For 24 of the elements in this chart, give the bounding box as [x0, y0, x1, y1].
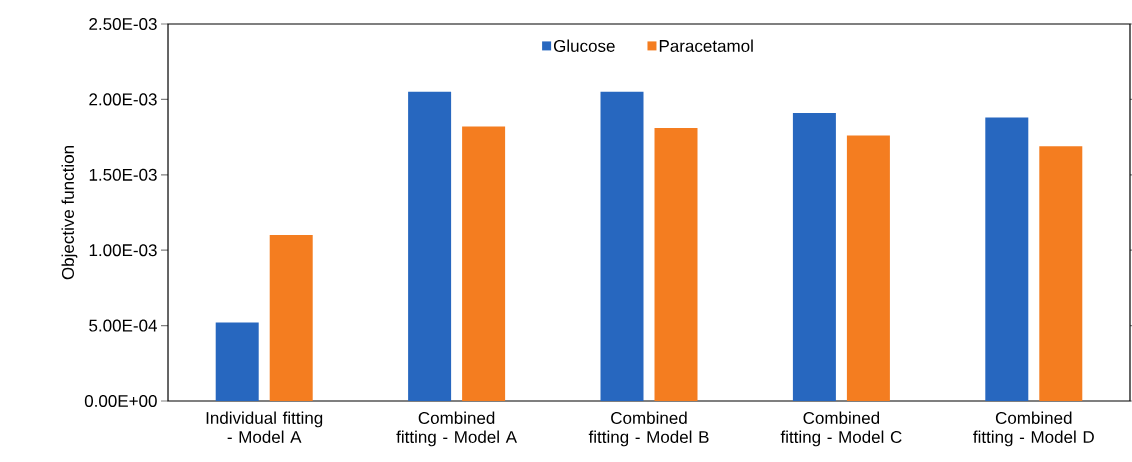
x-tick-label: Combined fitting - Model B [588, 411, 709, 447]
bar [462, 126, 506, 401]
x-tick-label: Combined fitting - Model C [780, 411, 902, 447]
bar [846, 135, 890, 401]
y-tick-label: 2.50E-03 [89, 17, 157, 31]
bar [1039, 146, 1083, 401]
bar [985, 117, 1029, 401]
bar [654, 128, 698, 401]
y-tick-label: 2.00E-03 [89, 93, 157, 106]
bar [215, 322, 259, 401]
y-axis-title: Objective function [61, 146, 78, 280]
x-tick-label: Combined fitting - Model A [396, 411, 518, 447]
legend-label: Glucose [553, 39, 615, 52]
y-tick-label: 1.50E-03 [89, 168, 157, 181]
y-tick-label: 1.00E-03 [89, 244, 157, 257]
x-tick-label: Individual fitting - Model A [206, 411, 323, 444]
x-tick-label: Combined fitting - Model D [973, 411, 1094, 447]
bar [792, 112, 836, 401]
bar [408, 91, 452, 401]
bar [600, 91, 644, 401]
bar [269, 235, 313, 401]
y-tick-label: 5.00E-04 [89, 319, 157, 332]
y-tick-label: 0.00E+00 [84, 394, 157, 408]
legend-label: Paracetamol [659, 39, 753, 52]
